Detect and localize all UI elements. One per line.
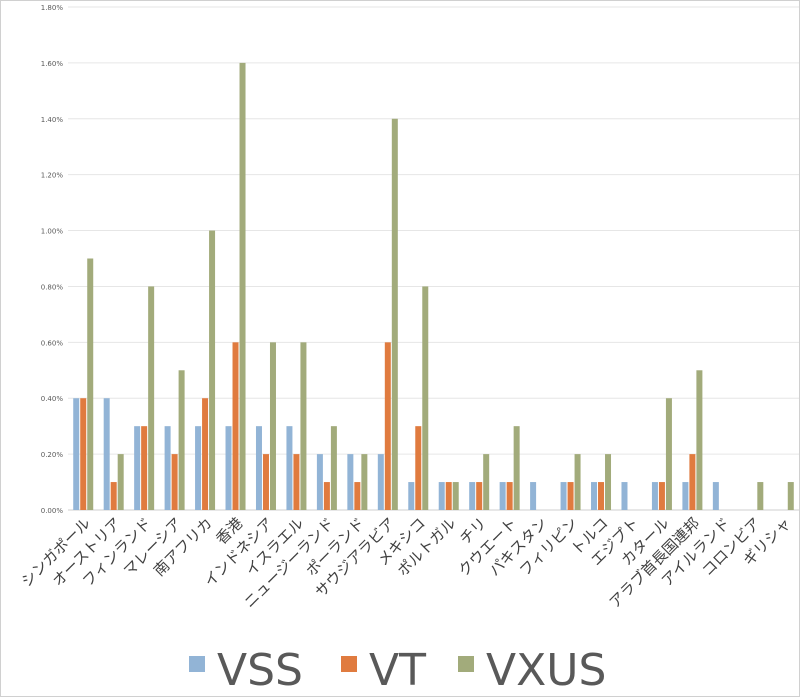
bar-vss — [73, 398, 80, 510]
bar-vxus — [452, 482, 459, 510]
bar-vxus — [239, 62, 246, 511]
bar-vxus — [787, 482, 794, 510]
y-tick-label: 1.20% — [41, 172, 64, 180]
legend-label-vt: VT — [369, 645, 426, 696]
bar-vss — [164, 426, 171, 510]
bar-vss — [225, 426, 232, 510]
bar-vss — [408, 482, 415, 510]
bar-vt — [598, 482, 605, 510]
bar-vt — [354, 482, 361, 510]
bar-vt — [506, 482, 513, 510]
bar-vss — [377, 454, 384, 510]
bar-vt — [384, 342, 391, 510]
bar-vxus — [209, 230, 216, 511]
bar-vss — [103, 398, 110, 510]
bar-vss — [134, 426, 141, 510]
bar-vss — [195, 426, 202, 510]
bar-vxus — [117, 454, 124, 510]
bar-vt — [171, 454, 178, 510]
bar-vt — [202, 398, 209, 510]
y-tick-label: 1.00% — [41, 228, 64, 236]
bar-vxus — [269, 342, 276, 510]
legend-swatch-vss — [189, 656, 205, 672]
y-tick-label: 0.40% — [41, 395, 64, 403]
y-tick-label: 0.00% — [41, 507, 64, 515]
bar-vxus — [665, 398, 672, 510]
legend-label-vxus: VXUS — [486, 645, 606, 696]
y-tick-label: 1.60% — [41, 60, 64, 68]
y-tick-label: 1.40% — [41, 116, 64, 124]
legend-label-vss: VSS — [217, 645, 303, 696]
bar-vt — [110, 482, 117, 510]
bar-vxus — [391, 118, 398, 511]
bar-vt — [141, 426, 148, 510]
bar-vxus — [330, 426, 337, 510]
bar-vt — [262, 454, 269, 510]
bar-vxus — [605, 454, 612, 510]
y-tick-label: 0.60% — [41, 339, 64, 347]
y-tick-label: 0.80% — [41, 283, 64, 291]
bar-vxus — [87, 258, 94, 510]
bar-vss — [286, 426, 293, 510]
bar-vss — [560, 482, 567, 510]
legend-swatch-vt — [341, 656, 357, 672]
bar-vss — [438, 482, 445, 510]
bar-vxus — [574, 454, 581, 510]
bar-vss — [712, 482, 719, 510]
bar-vt — [445, 482, 452, 510]
bar-vss — [347, 454, 354, 510]
bar-vxus — [361, 454, 368, 510]
bar-vxus — [513, 426, 520, 510]
bar-vss — [591, 482, 598, 510]
bar-vt — [476, 482, 483, 510]
bar-vt — [415, 426, 422, 510]
bar-vss — [316, 454, 323, 510]
bar-vt — [658, 482, 665, 510]
bar-vxus — [483, 454, 490, 510]
bar-vt — [80, 398, 87, 510]
bar-vss — [651, 482, 658, 510]
bar-vt — [689, 454, 696, 510]
bar-vss — [530, 482, 537, 510]
bar-vt — [293, 454, 300, 510]
bar-vxus — [300, 342, 307, 510]
bar-vxus — [178, 370, 185, 510]
bar-vxus — [696, 370, 703, 510]
bar-vxus — [148, 286, 155, 510]
bar-vt — [567, 482, 574, 510]
y-tick-label: 1.80% — [41, 4, 64, 12]
bar-vss — [621, 482, 628, 510]
bar-vxus — [422, 286, 429, 510]
bar-vxus — [757, 482, 764, 510]
bar-vss — [469, 482, 476, 510]
bar-vt — [232, 342, 239, 510]
bar-vss — [255, 426, 262, 510]
bar-vss — [682, 482, 689, 510]
legend-swatch-vxus — [458, 656, 474, 672]
bar-vss — [499, 482, 506, 510]
bar-vt — [323, 482, 330, 510]
y-tick-label: 0.20% — [41, 451, 64, 459]
